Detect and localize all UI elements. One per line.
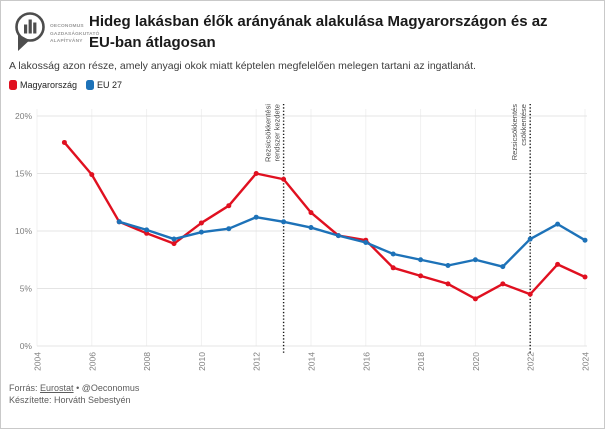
- series-line-magyarorszag: [63, 141, 587, 301]
- x-axis-label: 2014: [307, 352, 317, 371]
- y-axis-label: 20%: [15, 111, 32, 121]
- data-point[interactable]: [390, 265, 396, 271]
- data-point[interactable]: [390, 251, 396, 257]
- source-link-eurostat[interactable]: Eurostat: [40, 383, 74, 393]
- data-point[interactable]: [445, 263, 451, 268]
- data-point[interactable]: [253, 171, 259, 176]
- legend-item-magyarorszag: Magyarország: [9, 80, 77, 90]
- chart-area: 0% 5% 10% 15% 20% 2004 2006 2008 2010 2012 2014 201…: [1, 97, 604, 381]
- y-axis-label: 10%: [15, 226, 32, 236]
- data-point[interactable]: [418, 257, 424, 263]
- annotation-label: csökkentése: [519, 104, 528, 146]
- x-axis-label: 2012: [252, 352, 262, 371]
- data-point[interactable]: [89, 172, 95, 178]
- credit-line: Készítette: Horváth Sebestyén: [9, 395, 131, 406]
- data-point[interactable]: [281, 219, 287, 225]
- data-point[interactable]: [500, 264, 506, 270]
- oeconomus-logo-icon: [11, 10, 47, 59]
- chart-footer: Forrás: Eurostat • @Oeconomus Készítette…: [9, 382, 139, 406]
- y-axis-label: 5%: [20, 284, 33, 294]
- source-line: Forrás: Eurostat • @Oeconomus: [9, 382, 139, 394]
- x-axis-label: 2016: [361, 352, 371, 371]
- data-point[interactable]: [171, 236, 177, 242]
- oeconomus-logo-text: OECONOMUS GAZDASÁGKUTATÓ ALAPÍTVÁNY: [50, 24, 100, 45]
- data-point[interactable]: [116, 219, 122, 225]
- x-axis-label: 2008: [142, 352, 152, 371]
- data-point[interactable]: [308, 210, 314, 216]
- legend-swatch-magyarorszag: [9, 80, 17, 90]
- legend-swatch-eu27: [86, 80, 95, 90]
- data-point[interactable]: [472, 257, 478, 263]
- source-suffix: • @Oeconomus: [76, 383, 140, 393]
- annotation-label: rendszer kezdete: [273, 104, 282, 162]
- x-axis-label: 2006: [87, 352, 97, 371]
- data-point[interactable]: [555, 221, 561, 227]
- legend-label-eu27: EU 27: [97, 80, 123, 90]
- oeconomus-logo: OECONOMUS GAZDASÁGKUTATÓ ALAPÍTVÁNY: [11, 10, 99, 59]
- data-point[interactable]: [281, 176, 287, 182]
- x-axis-label: 2004: [33, 352, 43, 371]
- chart-svg: 0% 5% 10% 15% 20% 2004 2006 2008 2010 2012 2014 201…: [15, 104, 591, 371]
- data-point[interactable]: [226, 203, 232, 209]
- annotation-label: Rezsicsökkentés: [510, 104, 519, 161]
- data-point[interactable]: [445, 281, 451, 287]
- data-point[interactable]: [61, 139, 67, 145]
- data-point[interactable]: [171, 241, 177, 247]
- y-axis-label: 0%: [20, 341, 33, 351]
- legend-item-eu27: EU 27: [86, 80, 122, 90]
- page-title: Hideg lakásban élők arányának alakulása …: [89, 13, 548, 51]
- x-axis-label: 2022: [526, 352, 536, 371]
- chart-subtitle: A lakosság azon része, amely anyagi okok…: [9, 60, 476, 72]
- source-prefix: Forrás:: [9, 383, 38, 393]
- data-point[interactable]: [144, 227, 150, 233]
- series-line-eu27: [117, 215, 587, 268]
- x-axis-label: 2020: [471, 352, 481, 371]
- data-point[interactable]: [363, 240, 369, 245]
- data-point[interactable]: [500, 281, 506, 287]
- data-point[interactable]: [198, 229, 204, 235]
- data-point[interactable]: [582, 237, 588, 243]
- data-point[interactable]: [335, 233, 341, 239]
- x-axis-label: 2010: [197, 352, 207, 371]
- data-point[interactable]: [308, 225, 314, 231]
- data-point[interactable]: [527, 291, 533, 297]
- x-axis-label: 2018: [416, 352, 426, 371]
- data-point[interactable]: [527, 236, 533, 242]
- data-point[interactable]: [226, 226, 232, 232]
- data-point[interactable]: [472, 296, 478, 302]
- data-point[interactable]: [582, 274, 588, 280]
- data-point[interactable]: [144, 230, 150, 236]
- data-point[interactable]: [253, 214, 259, 220]
- y-axis-label: 15%: [15, 169, 32, 179]
- data-point[interactable]: [198, 220, 204, 226]
- x-axis-label: 2024: [581, 352, 591, 371]
- data-point[interactable]: [555, 261, 561, 267]
- chart-legend: Magyarország EU 27: [9, 80, 122, 90]
- legend-label-magyarorszag: Magyarország: [20, 80, 78, 90]
- annotation-label: Rezsicsökkentési: [264, 104, 273, 162]
- data-point[interactable]: [418, 273, 424, 279]
